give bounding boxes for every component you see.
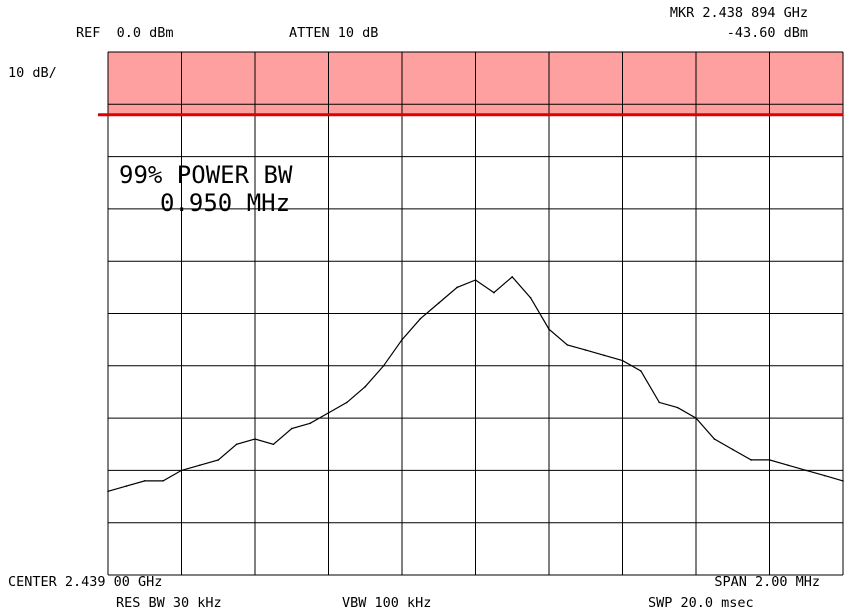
trace-point: [235, 443, 238, 446]
trace-point: [805, 469, 808, 472]
trace-point: [199, 464, 201, 466]
marker-frequency-label: MKR 2.438 894 GHz: [669, 5, 808, 21]
trace-point: [695, 417, 697, 419]
trace-point: [676, 406, 679, 409]
trace-point: [419, 317, 422, 320]
trace-point: [548, 328, 550, 330]
trace-point: [640, 370, 642, 372]
sweep-time-label: SWP 20.0 msec: [648, 595, 754, 611]
trace-point: [254, 438, 256, 440]
ref-level-label: REF 0.0 dBm: [76, 25, 174, 41]
trace-point: [603, 354, 605, 357]
trace-point: [272, 443, 275, 446]
trace-point: [346, 401, 348, 404]
trace-point: [437, 302, 440, 304]
center-frequency-label: CENTER 2.439 00 GHz: [8, 574, 163, 590]
trace-point: [529, 297, 532, 299]
trace-point: [750, 459, 752, 461]
trace-point: [474, 279, 477, 281]
trace-point: [327, 412, 330, 414]
trace-point: [823, 474, 826, 477]
trace-point: [364, 385, 367, 388]
trace-point: [456, 286, 458, 289]
scale-label: 10 dB/: [8, 65, 57, 81]
trace-point: [162, 480, 164, 482]
trace-point: [143, 480, 146, 482]
span-label: SPAN 2.00 MHz: [714, 574, 820, 590]
trace-point: [107, 490, 109, 493]
trace-point: [842, 480, 844, 482]
power-bw-title: 99% POWER BW: [119, 161, 293, 189]
trace-point: [658, 401, 661, 404]
marker-level-label: -43.60 dBm: [726, 25, 808, 41]
trace-point: [290, 427, 293, 430]
trace-point: [566, 344, 569, 346]
trace-point: [401, 338, 403, 341]
trace-point: [309, 422, 311, 425]
trace-point: [621, 359, 624, 362]
res-bw-label: RES BW 30 kHz: [116, 595, 222, 611]
trace-point: [217, 459, 220, 461]
attenuation-label: ATTEN 10 dB: [289, 25, 379, 41]
trace-point: [382, 365, 385, 367]
trace-point: [493, 291, 495, 294]
trace-point: [768, 459, 771, 461]
trace-point: [125, 485, 128, 487]
trace-points: [107, 276, 844, 493]
graticule: [107, 51, 844, 576]
trace-point: [713, 438, 716, 440]
trace-point: [511, 276, 514, 278]
trace-point: [584, 349, 587, 351]
trace-point: [180, 469, 183, 472]
trace-point: [787, 464, 789, 466]
power-bw-value: 0.950 MHz: [160, 189, 290, 217]
vbw-label: VBW 100 kHz: [342, 595, 432, 611]
trace-point: [731, 448, 734, 451]
